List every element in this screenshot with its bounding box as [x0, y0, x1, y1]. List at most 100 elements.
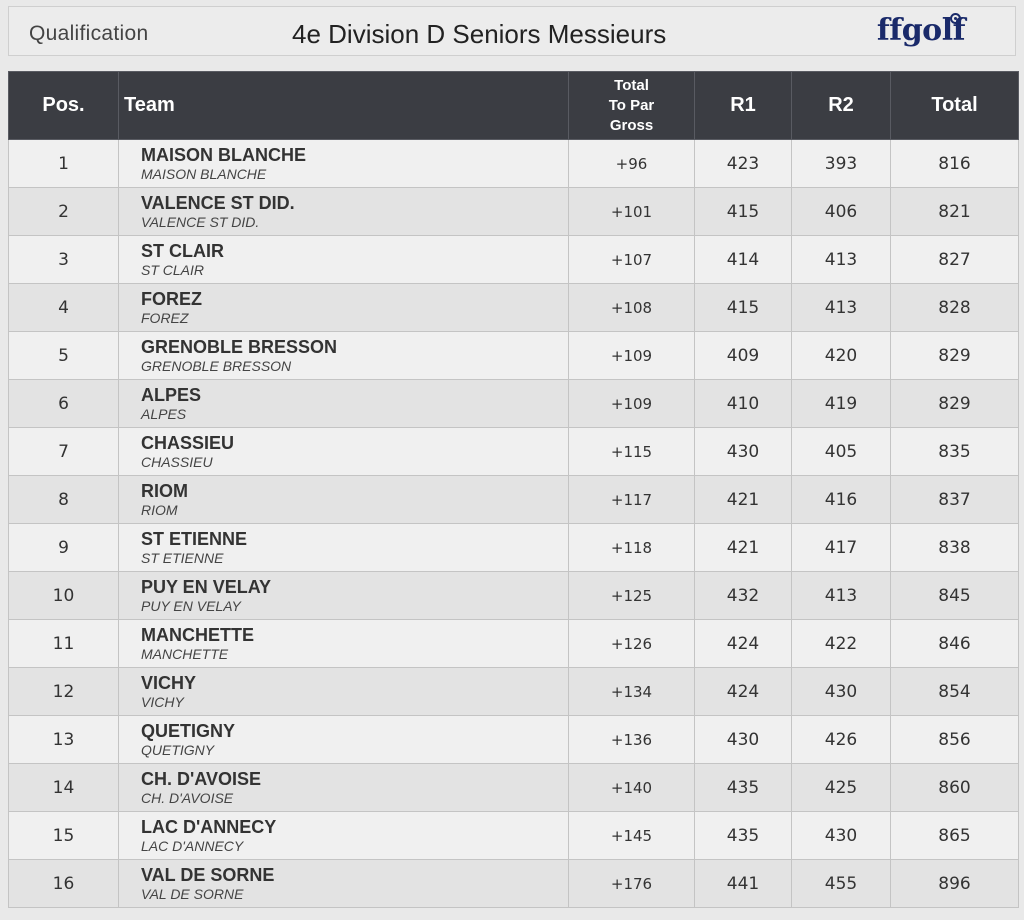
- team-club: VAL DE SORNE: [141, 886, 244, 903]
- total-cell: 846: [890, 619, 1019, 668]
- table-row[interactable]: 14 CH. D'AVOISE CH. D'AVOISE +140 435 425 860: [8, 763, 1019, 812]
- team-club: VICHY: [141, 694, 184, 711]
- team-club: RIOM: [141, 502, 178, 519]
- team-cell: QUETIGNY QUETIGNY: [118, 715, 569, 764]
- total-cell: 865: [890, 811, 1019, 860]
- column-header-total[interactable]: Total: [890, 71, 1019, 140]
- to-par-cell: +136: [568, 715, 695, 764]
- total-cell: 896: [890, 859, 1019, 908]
- table-row[interactable]: 9 ST ETIENNE ST ETIENNE +118 421 417 838: [8, 523, 1019, 572]
- page-header: Qualification 4e Division D Seniors Mess…: [8, 6, 1016, 56]
- team-cell: VICHY VICHY: [118, 667, 569, 716]
- to-par-cell: +134: [568, 667, 695, 716]
- position-cell: 4: [8, 283, 119, 332]
- r2-cell: 405: [791, 427, 891, 476]
- team-name[interactable]: LAC D'ANNECY: [141, 816, 277, 837]
- r2-cell: 420: [791, 331, 891, 380]
- r2-cell: 413: [791, 571, 891, 620]
- team-name[interactable]: VALENCE ST DID.: [141, 192, 295, 213]
- team-cell: RIOM RIOM: [118, 475, 569, 524]
- team-name[interactable]: RIOM: [141, 480, 188, 501]
- team-club: CHASSIEU: [141, 454, 213, 471]
- to-par-cell: +107: [568, 235, 695, 284]
- to-par-cell: +109: [568, 379, 695, 428]
- column-header-r2[interactable]: R2: [791, 71, 891, 140]
- table-row[interactable]: 16 VAL DE SORNE VAL DE SORNE +176 441 455 896: [8, 859, 1019, 908]
- r1-cell: 415: [694, 187, 792, 236]
- total-cell: 845: [890, 571, 1019, 620]
- team-club: ST CLAIR: [141, 262, 205, 279]
- team-name[interactable]: FOREZ: [141, 288, 202, 309]
- r2-cell: 406: [791, 187, 891, 236]
- to-par-cell: +126: [568, 619, 695, 668]
- table-row[interactable]: 11 MANCHETTE MANCHETTE +126 424 422 846: [8, 619, 1019, 668]
- team-cell: PUY EN VELAY PUY EN VELAY: [118, 571, 569, 620]
- position-cell: 1: [8, 139, 119, 188]
- table-row[interactable]: 5 GRENOBLE BRESSON GRENOBLE BRESSON +109 409…: [8, 331, 1019, 380]
- to-par-cell: +118: [568, 523, 695, 572]
- r2-cell: 422: [791, 619, 891, 668]
- team-name[interactable]: CHASSIEU: [141, 432, 235, 453]
- r1-cell: 435: [694, 811, 792, 860]
- team-name[interactable]: PUY EN VELAY: [141, 576, 272, 597]
- table-row[interactable]: 4 FOREZ FOREZ +108 415 413 828: [8, 283, 1019, 332]
- team-club: PUY EN VELAY: [141, 598, 241, 615]
- table-row[interactable]: 15 LAC D'ANNECY LAC D'ANNECY +145 435 430 865: [8, 811, 1019, 860]
- column-header-total-to-par[interactable]: Total To Par Gross: [568, 71, 695, 140]
- team-name[interactable]: GRENOBLE BRESSON: [141, 336, 338, 357]
- team-club: MANCHETTE: [141, 646, 229, 663]
- table-row[interactable]: 1 MAISON BLANCHE MAISON BLANCHE +96 423 393 81…: [8, 139, 1019, 188]
- team-name[interactable]: ALPES: [141, 384, 202, 405]
- column-header-team[interactable]: Team: [118, 71, 569, 140]
- team-club: FOREZ: [141, 310, 189, 327]
- team-name[interactable]: CH. D'AVOISE: [141, 768, 261, 789]
- table-row[interactable]: 7 CHASSIEU CHASSIEU +115 430 405 835: [8, 427, 1019, 476]
- team-name[interactable]: VICHY: [141, 672, 197, 693]
- table-row[interactable]: 8 RIOM RIOM +117 421 416 837: [8, 475, 1019, 524]
- position-cell: 8: [8, 475, 119, 524]
- to-par-cell: +145: [568, 811, 695, 860]
- table-row[interactable]: 6 ALPES ALPES +109 410 419 829: [8, 379, 1019, 428]
- position-cell: 5: [8, 331, 119, 380]
- team-club: VALENCE ST DID.: [141, 214, 260, 231]
- header-row: Pos. Team Total To Par Gross R1 R2 Total: [8, 71, 1019, 140]
- to-par-cell: +125: [568, 571, 695, 620]
- column-header-total-to-par-line3: Gross: [609, 116, 654, 134]
- table-row[interactable]: 3 ST CLAIR ST CLAIR +107 414 413 827: [8, 235, 1019, 284]
- column-header-total-to-par-line1: Total: [614, 76, 649, 94]
- team-cell: VALENCE ST DID. VALENCE ST DID.: [118, 187, 569, 236]
- total-cell: 829: [890, 379, 1019, 428]
- to-par-cell: +96: [568, 139, 695, 188]
- r1-cell: 414: [694, 235, 792, 284]
- r1-cell: 421: [694, 475, 792, 524]
- table-row[interactable]: 12 VICHY VICHY +134 424 430 854: [8, 667, 1019, 716]
- to-par-cell: +140: [568, 763, 695, 812]
- team-cell: LAC D'ANNECY LAC D'ANNECY: [118, 811, 569, 860]
- team-name[interactable]: ST CLAIR: [141, 240, 224, 261]
- total-cell: 837: [890, 475, 1019, 524]
- r1-cell: 424: [694, 619, 792, 668]
- position-cell: 14: [8, 763, 119, 812]
- page-title: 4e Division D Seniors Messieurs: [292, 19, 667, 49]
- team-cell: MAISON BLANCHE MAISON BLANCHE: [118, 139, 569, 188]
- team-cell: ST ETIENNE ST ETIENNE: [118, 523, 569, 572]
- table-row[interactable]: 13 QUETIGNY QUETIGNY +136 430 426 856: [8, 715, 1019, 764]
- team-club: ST ETIENNE: [141, 550, 224, 567]
- team-name[interactable]: ST ETIENNE: [141, 528, 248, 549]
- team-name[interactable]: MAISON BLANCHE: [141, 144, 306, 165]
- column-header-r1[interactable]: R1: [694, 71, 792, 140]
- r1-cell: 430: [694, 715, 792, 764]
- total-cell: 856: [890, 715, 1019, 764]
- r1-cell: 423: [694, 139, 792, 188]
- r1-cell: 432: [694, 571, 792, 620]
- position-cell: 2: [8, 187, 119, 236]
- position-cell: 15: [8, 811, 119, 860]
- team-name[interactable]: QUETIGNY: [141, 720, 236, 741]
- column-header-pos[interactable]: Pos.: [8, 71, 119, 140]
- team-name[interactable]: VAL DE SORNE: [141, 864, 275, 885]
- logo-mark-icon: [950, 13, 961, 24]
- table-row[interactable]: 10 PUY EN VELAY PUY EN VELAY +125 432 413 845: [8, 571, 1019, 620]
- table-row[interactable]: 2 VALENCE ST DID. VALENCE ST DID. +101 415 40…: [8, 187, 1019, 236]
- team-name[interactable]: MANCHETTE: [141, 624, 254, 645]
- r2-cell: 425: [791, 763, 891, 812]
